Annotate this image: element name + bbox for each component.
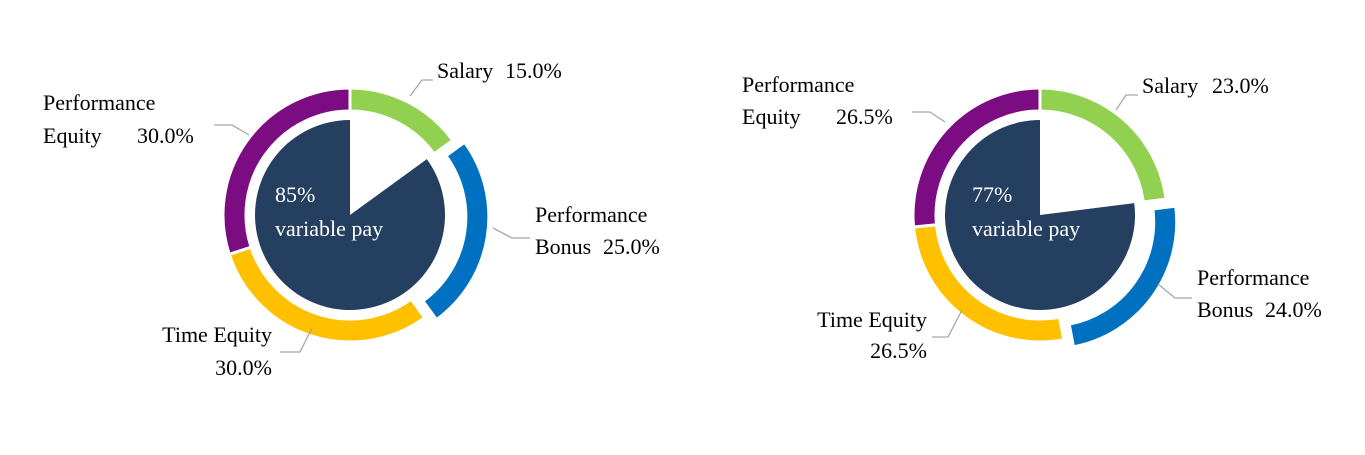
segment-label: Time Equity <box>162 322 272 347</box>
leader-line <box>280 327 313 353</box>
leader-line <box>214 124 250 136</box>
segment-value-label: 30.0% <box>137 123 194 148</box>
donut-segment <box>911 86 1042 229</box>
segment-label: Salary <box>1142 73 1198 98</box>
center-label: variable pay <box>275 216 383 241</box>
donut-segment <box>348 86 455 156</box>
segment-label: Performance Equity <box>742 72 860 129</box>
segment-value-label: 30.0% <box>215 355 272 380</box>
center-value: 77% <box>972 182 1012 207</box>
segment-value-label: 26.5% <box>870 338 927 363</box>
segment-value-label: 23.0% <box>1212 73 1269 98</box>
leader-line <box>1115 94 1138 111</box>
segment-label: Performance Bonus <box>535 202 653 259</box>
inner-pie <box>945 120 1135 310</box>
center-value: 85% <box>275 182 315 207</box>
inner-pie <box>255 120 446 310</box>
leader-line <box>932 309 963 338</box>
donut-segment <box>420 140 491 322</box>
leader-line <box>492 227 530 239</box>
segment-value-label: 15.0% <box>505 58 562 83</box>
leader-line <box>1157 283 1192 299</box>
segment-label: Performance Bonus <box>1197 265 1315 322</box>
segment-value-label: 24.0% <box>1265 297 1322 322</box>
segment-value-label: 25.0% <box>603 234 660 259</box>
leader-line <box>912 111 946 123</box>
donut-chart: Salary 23.0% Performance Bonus 24.0% Time Eq… <box>742 72 1322 363</box>
donut-segment <box>1067 204 1179 349</box>
leader-line <box>409 79 433 97</box>
donut-segment <box>221 86 352 257</box>
segment-label: Time Equity <box>817 307 927 332</box>
segment-label: Salary <box>437 58 493 83</box>
segment-value-label: 26.5% <box>836 104 893 129</box>
segment-label: Performance Equity <box>43 90 161 148</box>
donut-chart: Salary 15.0% Performance Bonus 25.0% Time Eq… <box>43 58 660 380</box>
center-label: variable pay <box>972 216 1080 241</box>
donut-segment <box>1038 86 1168 204</box>
